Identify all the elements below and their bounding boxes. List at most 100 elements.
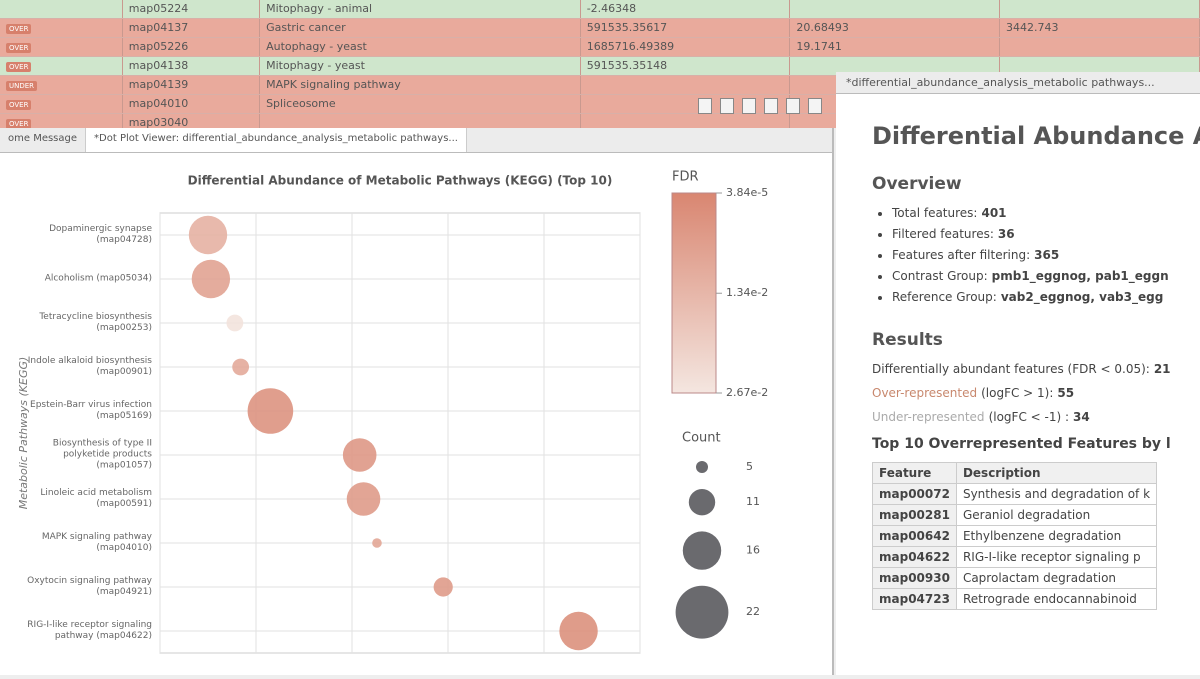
legend-title: Count xyxy=(682,431,721,446)
cell-text: map04010 xyxy=(128,97,189,110)
results: Differentially abundant features (FDR < … xyxy=(872,362,1200,424)
export-svg[interactable] xyxy=(742,98,756,114)
cell: 19.1741 xyxy=(790,38,1001,56)
cell: OVER xyxy=(0,114,123,128)
cell: Spliceosome xyxy=(260,95,581,113)
size-legend-label: 16 xyxy=(746,544,760,557)
export-png[interactable] xyxy=(720,98,734,114)
dot xyxy=(342,438,377,472)
label: Differentially abundant features (FDR < … xyxy=(872,362,1150,376)
cell-text: -2.46348 xyxy=(586,2,637,15)
toolbar xyxy=(698,98,822,114)
result-line: Over-represented (logFC > 1): 55 xyxy=(872,386,1200,400)
section-title: Top 10 Overrepresented Features by l xyxy=(872,436,1171,452)
cell: map04138 xyxy=(123,57,261,75)
cell: OVER xyxy=(0,57,123,75)
label: Features after filtering: xyxy=(892,248,1031,262)
cell: OVER xyxy=(0,95,123,113)
dot-plot-window: ome Message *Dot Plot Viewer: differenti… xyxy=(0,98,834,675)
dot xyxy=(346,482,381,516)
cell-text: map05224 xyxy=(128,2,189,15)
cell: 591535.35617 xyxy=(581,19,791,37)
value: pmb1_eggnog, pab1_eggn xyxy=(991,269,1169,283)
cell: 1685716.49389 xyxy=(581,38,791,56)
cell xyxy=(1000,38,1200,56)
cell: map04137 xyxy=(123,19,261,37)
value: vab2_eggnog, vab3_egg xyxy=(1000,290,1164,304)
label: Filtered features: xyxy=(892,227,994,241)
cell: 20.68493 xyxy=(790,19,1001,37)
cell-text: 591535.35617 xyxy=(586,21,668,34)
data-table: map05224 Mitophagy - animal -2.46348 OVER ma… xyxy=(0,0,1200,128)
colorbar-label: 1.34e-2 xyxy=(726,286,768,299)
cell: Autophagy - yeast xyxy=(260,38,581,56)
colorbar xyxy=(671,192,717,394)
size-legend-dot xyxy=(675,585,729,639)
result-line: Differentially abundant features (FDR < … xyxy=(872,362,1200,376)
cell: Mitophagy - animal xyxy=(260,0,581,18)
cell: 591535.35148 xyxy=(581,57,791,75)
cell xyxy=(260,114,581,128)
cell-text: Autophagy - yeast xyxy=(266,40,367,53)
report: Differential Abundance Ana Overview Tota… xyxy=(836,94,1200,610)
minimize[interactable] xyxy=(808,98,822,114)
cell-text: Mitophagy - yeast xyxy=(266,59,365,72)
cell-text: map04138 xyxy=(128,59,189,72)
cell: map05226 xyxy=(123,38,261,56)
y-tick-label: Tetracycline biosynthesis (map00253) xyxy=(39,312,152,333)
dot xyxy=(226,314,244,332)
value: 55 xyxy=(1057,386,1075,400)
cell-text: MAPK signaling pathway xyxy=(266,78,401,91)
table-row: OVER map04138 Mitophagy - yeast 591535.3514… xyxy=(0,57,1200,76)
cell-text: 591535.35148 xyxy=(586,59,668,72)
size-legend-label: 11 xyxy=(746,495,760,508)
size-legend-dot xyxy=(696,461,708,473)
chart-area: Differential Abundance of Metabolic Path… xyxy=(0,153,832,675)
report-window: *differential_abundance_analysis_metabol… xyxy=(836,72,1200,675)
cell xyxy=(581,114,791,128)
cell-text: 1685716.49389 xyxy=(586,40,675,53)
status-badge: UNDER xyxy=(6,81,38,91)
cell: RIG-I-like receptor signaling p xyxy=(955,546,1158,568)
tab[interactable]: ome Message xyxy=(0,128,87,152)
label: Total features: xyxy=(892,206,978,220)
cell: map00930 xyxy=(872,567,957,589)
copy[interactable] xyxy=(764,98,778,114)
cell: map03040 xyxy=(123,114,261,128)
cell xyxy=(790,57,1001,75)
value: 401 xyxy=(981,206,1007,220)
export-pdf[interactable] xyxy=(698,98,712,114)
tab[interactable]: *differential_abundance_analysis_metabol… xyxy=(836,72,1200,94)
table-row: map04723 Retrograde endocannabinoid xyxy=(872,588,1158,610)
tab[interactable]: *Dot Plot Viewer: differential_abundance… xyxy=(86,128,467,152)
cell-text: map03040 xyxy=(128,116,189,128)
dot xyxy=(372,538,382,548)
save[interactable] xyxy=(786,98,800,114)
colorbar-label: 2.67e-2 xyxy=(726,386,768,399)
overview-item: Features after filtering:365 xyxy=(892,248,1200,262)
cell: map00072 xyxy=(872,483,957,505)
overview-list: Total features:401 Filtered features:36 Fe… xyxy=(872,206,1200,304)
cell-text: 20.68493 xyxy=(796,21,849,34)
cell: -2.46348 xyxy=(581,0,791,18)
cell-text: Spliceosome xyxy=(266,97,336,110)
y-tick-label: Indole alkaloid biosynthesis (map00901) xyxy=(27,356,152,377)
tab-bar: ome Message *Dot Plot Viewer: differenti… xyxy=(0,128,832,153)
table-row: map00930 Caprolactam degradation xyxy=(872,567,1158,589)
dot xyxy=(433,577,453,597)
cell-text: 3442.743 xyxy=(1006,21,1059,34)
y-tick-label: MAPK signaling pathway (map04010) xyxy=(41,532,152,553)
dot xyxy=(232,358,250,376)
overview-item: Contrast Group:pmb1_eggnog, pab1_eggn xyxy=(892,269,1200,283)
y-axis-label: Metabolic Pathways (KEGG) xyxy=(17,357,30,510)
cell-text: Gastric cancer xyxy=(266,21,346,34)
dot xyxy=(191,259,231,299)
table-row: map04622 RIG-I-like receptor signaling p xyxy=(872,546,1158,568)
cell: map04723 xyxy=(872,588,957,610)
plot-frame xyxy=(159,212,641,654)
value: 36 xyxy=(997,227,1015,241)
status-badge: OVER xyxy=(6,62,32,72)
value: 21 xyxy=(1153,362,1171,376)
value: 34 xyxy=(1073,410,1090,424)
